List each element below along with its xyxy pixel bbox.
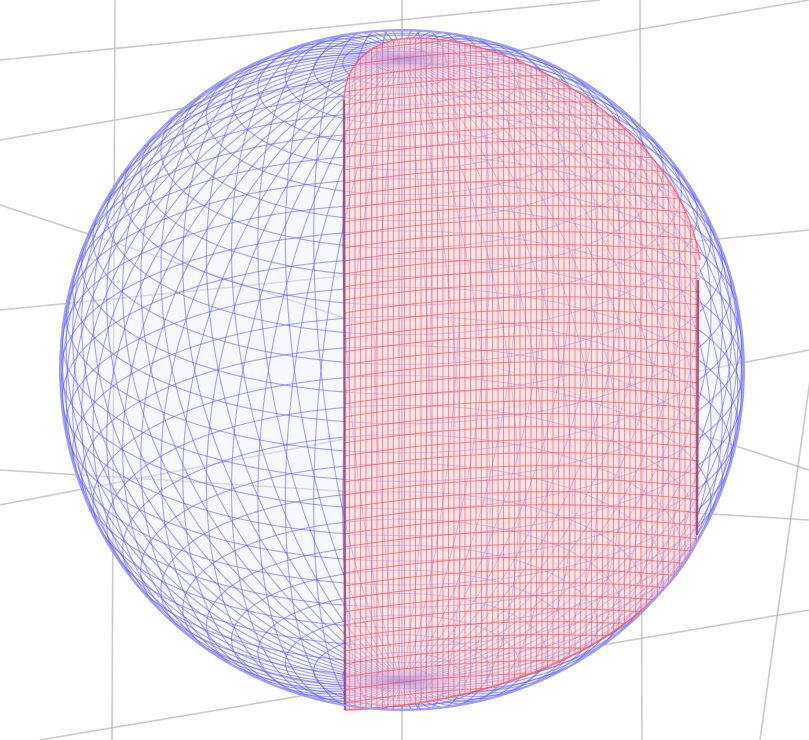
grid-line bbox=[759, 381, 809, 740]
cylinder-horizontal-arc bbox=[344, 322, 700, 340]
sphere-longitude-line bbox=[81, 58, 403, 686]
cylinder-horizontal-arc bbox=[344, 387, 700, 405]
cylinder-horizontal-arc bbox=[344, 426, 700, 444]
cylinder-horizontal-arc bbox=[344, 439, 700, 457]
cylinder-horizontal-arc bbox=[344, 543, 700, 561]
cylinder-surface bbox=[344, 37, 700, 710]
grid-line bbox=[0, 0, 601, 61]
cylinder-left-edge bbox=[342, 99, 347, 711]
cylinder-right-edge bbox=[695, 279, 700, 536]
cylinder-horizontal-arc bbox=[344, 361, 700, 379]
sphere-longitude-line bbox=[72, 58, 403, 684]
sphere-longitude-line bbox=[61, 57, 403, 682]
sphere-longitude-line bbox=[81, 54, 403, 682]
cylinder-top-curve bbox=[343, 37, 701, 261]
cylinder-horizontal-arc bbox=[344, 530, 700, 548]
cylinder-horizontal-arc bbox=[344, 400, 700, 418]
sphere-longitude-line bbox=[106, 50, 403, 682]
cylinder-horizontal-arc bbox=[344, 192, 700, 210]
cylinder-horizontal-arc bbox=[344, 205, 700, 223]
cylinder-horizontal-arc bbox=[344, 452, 700, 470]
cylinder-horizontal-arc bbox=[344, 517, 700, 535]
cylinder-horizontal-arc bbox=[344, 413, 700, 431]
sphere-longitude-line bbox=[106, 58, 403, 690]
cylinder-horizontal-arc bbox=[344, 335, 700, 353]
sphere-outline bbox=[59, 29, 745, 711]
sphere-longitude-line bbox=[92, 58, 403, 688]
cylinder-horizontal-arc bbox=[344, 569, 700, 587]
cylinder-horizontal-arc bbox=[344, 283, 700, 301]
cylinder-horizontal-arc bbox=[344, 218, 700, 236]
cylinder-horizontal-arc bbox=[344, 166, 700, 184]
sphere-longitude-line bbox=[61, 58, 403, 683]
cylinder-horizontal-arc bbox=[344, 348, 700, 366]
cylinder-horizontal-arc bbox=[344, 491, 700, 509]
cylinder-horizontal-arc bbox=[344, 270, 700, 288]
cylinder-horizontal-arc bbox=[344, 257, 700, 275]
cylinder-horizontal-arc bbox=[344, 465, 700, 483]
cylinder-horizontal-arc bbox=[344, 179, 700, 197]
cylinder-horizontal-arc bbox=[344, 309, 700, 327]
cylinder-horizontal-arc bbox=[344, 244, 700, 262]
cylinder-horizontal-arc bbox=[344, 504, 700, 522]
cylinder-horizontal-arc bbox=[344, 231, 700, 249]
cylinder-horizontal-arc bbox=[344, 374, 700, 392]
cylinder-horizontal-arc bbox=[344, 296, 700, 314]
cylinder-horizontal-arc bbox=[344, 556, 700, 574]
cylinder-horizontal-arc bbox=[344, 582, 700, 600]
cylinder-horizontal-arc bbox=[344, 478, 700, 496]
